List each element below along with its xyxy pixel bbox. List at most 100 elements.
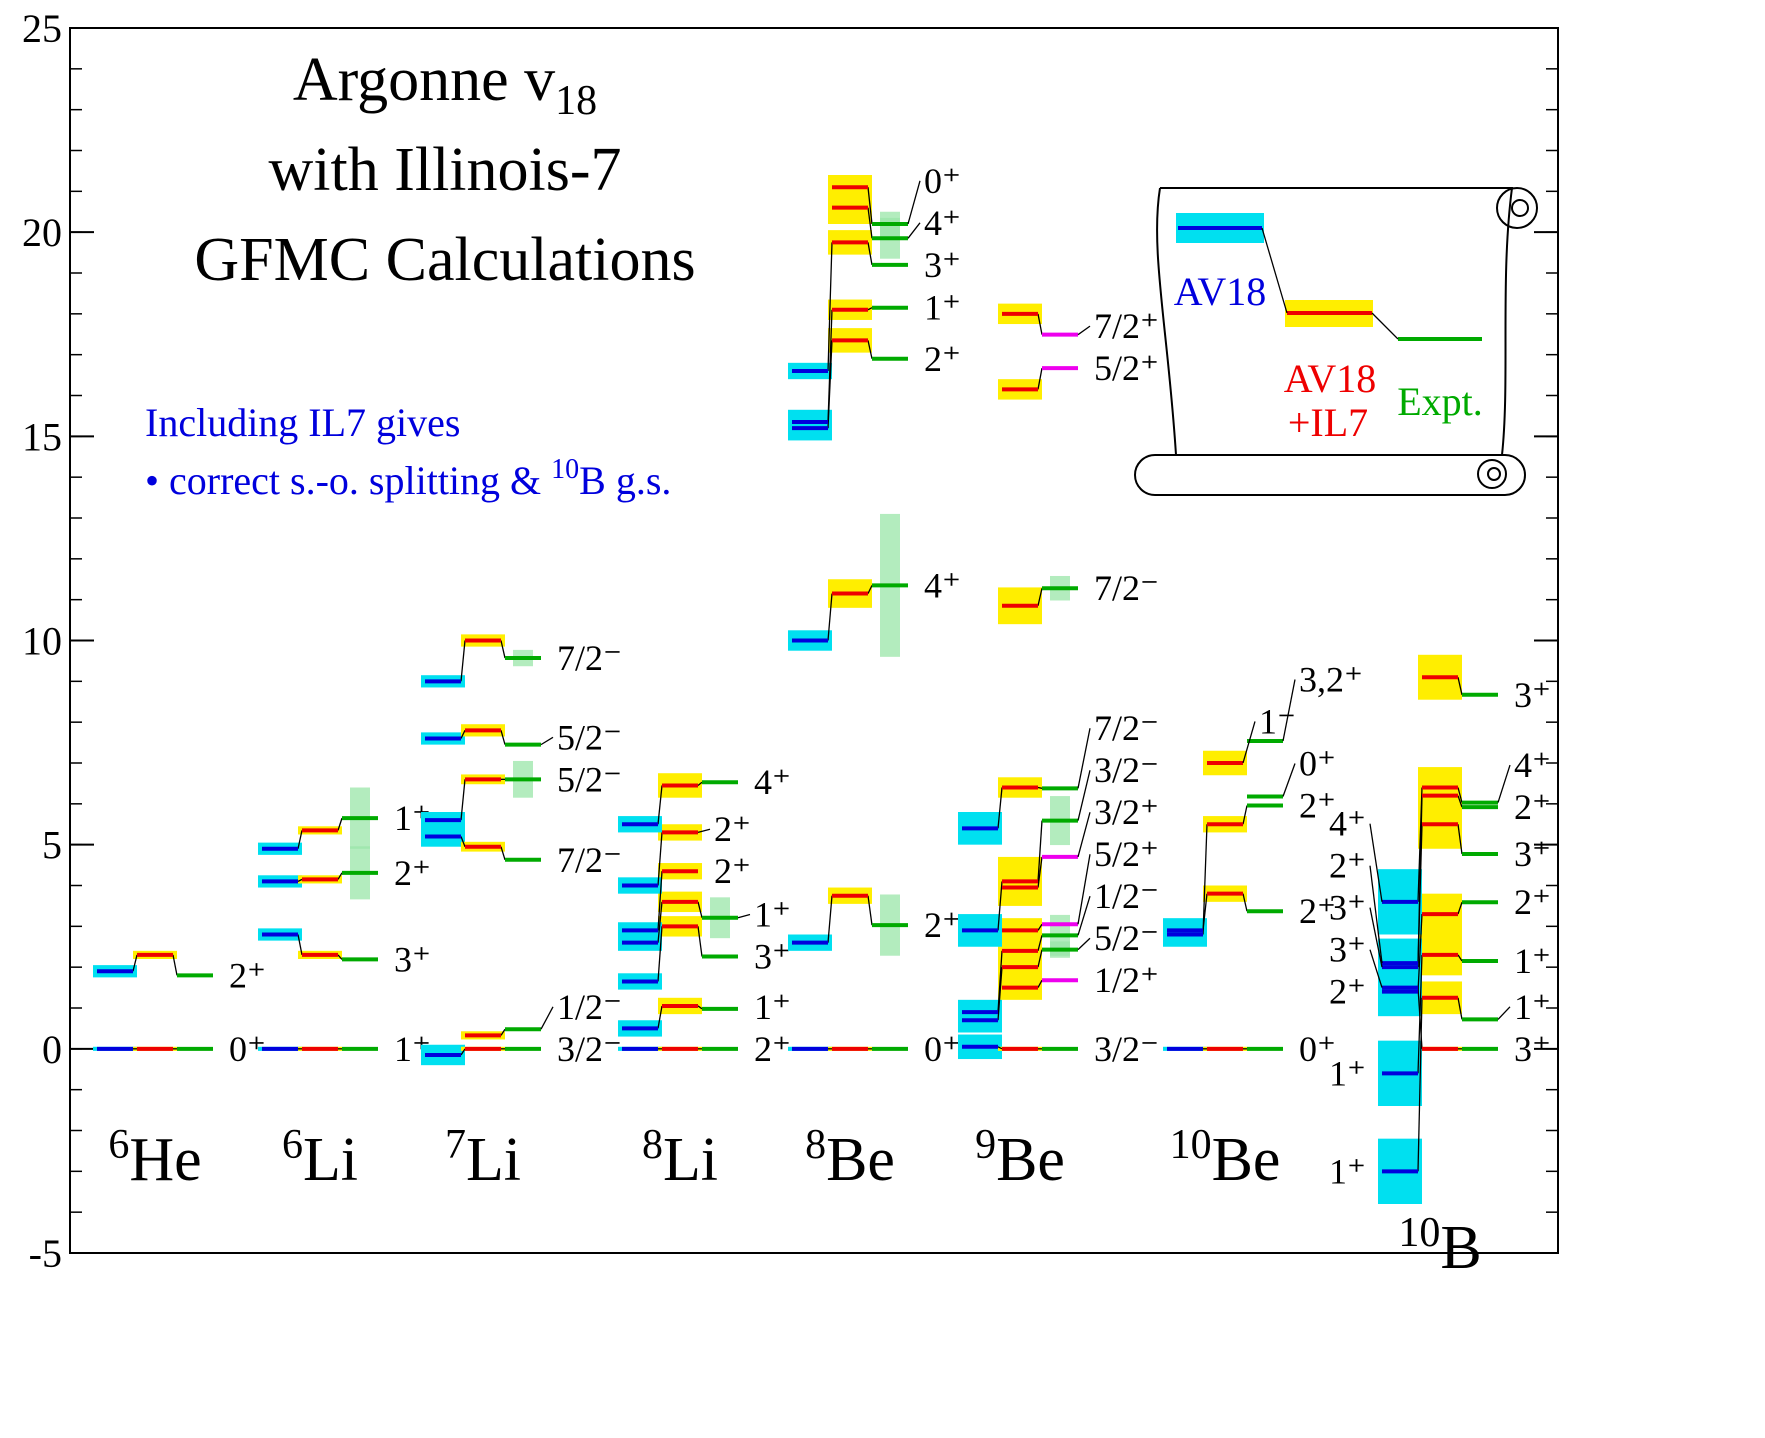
nucleus-mass: 10 xyxy=(1398,1210,1440,1256)
label-leader xyxy=(1369,907,1383,968)
label-leader xyxy=(907,180,921,225)
state-label: 3/2⁻ xyxy=(1094,750,1159,790)
nucleus-name: 10Be xyxy=(1170,1122,1281,1194)
scroll-curl xyxy=(1511,199,1529,217)
state-label: 5/2⁻ xyxy=(557,717,622,757)
state-label: 4⁺ xyxy=(924,565,961,605)
state-label: 2⁺ xyxy=(1514,882,1551,922)
y-tick-label: -5 xyxy=(29,1231,62,1276)
note: Including IL7 gives xyxy=(145,400,461,445)
label-leader xyxy=(1282,763,1296,797)
state-label: 1/2⁺ xyxy=(1094,960,1159,1000)
nucleus-mass: 8 xyxy=(805,1122,826,1168)
state-label: 1/2⁻ xyxy=(1094,876,1159,916)
state-label: 3/2⁺ xyxy=(1094,792,1159,832)
y-tick-label: 20 xyxy=(22,210,62,255)
connector xyxy=(460,1048,466,1056)
nucleus-mass: 7 xyxy=(445,1122,466,1168)
state-label: 7/2⁺ xyxy=(1094,306,1159,346)
nucleus-element: Be xyxy=(1212,1126,1281,1194)
title-subscript: 18 xyxy=(555,78,597,124)
connector xyxy=(500,846,506,860)
connector xyxy=(1457,677,1463,695)
connector xyxy=(1457,954,1463,962)
connector xyxy=(297,830,303,849)
label-leader xyxy=(1497,764,1511,803)
connector xyxy=(697,781,703,786)
note-text: Including IL7 gives xyxy=(145,400,461,445)
state-label: 3⁺ xyxy=(394,939,431,979)
connector xyxy=(657,871,663,931)
nucleus-mass: 6 xyxy=(282,1122,303,1168)
chart-subtitle: with Illinois-7 xyxy=(268,136,621,204)
nucleus-name: 8Be xyxy=(805,1122,895,1194)
state-label: 1⁺ xyxy=(1329,1053,1366,1093)
nucleus-element: Be xyxy=(996,1126,1065,1194)
y-tick-label: 0 xyxy=(42,1027,62,1072)
label-leader xyxy=(1369,823,1383,902)
connector xyxy=(1037,935,1043,951)
label-leader xyxy=(1077,770,1091,821)
connector xyxy=(1037,820,1043,882)
state-label: 5/2⁻ xyxy=(557,759,622,799)
state-label: 1⁺ xyxy=(1514,941,1551,981)
connector xyxy=(867,242,873,265)
state-label: 3⁺ xyxy=(1514,1029,1551,1069)
label-leader xyxy=(1077,937,1091,951)
connector xyxy=(697,926,703,957)
scroll-curl xyxy=(1477,459,1507,489)
connector xyxy=(697,901,703,918)
y-tick-label: 5 xyxy=(42,823,62,868)
connector xyxy=(867,207,873,239)
nucleus-element: Li xyxy=(663,1126,718,1194)
connector xyxy=(460,779,466,821)
connector xyxy=(337,872,343,880)
state-label: 0⁺ xyxy=(1299,743,1336,783)
state-label: 0⁺ xyxy=(924,161,961,201)
nucleus-element: Be xyxy=(826,1126,895,1194)
chart-title: Argonne v18 xyxy=(293,46,597,124)
connector xyxy=(1037,979,1043,988)
connector xyxy=(500,730,506,745)
state-label: 4⁺ xyxy=(1514,745,1551,785)
connector xyxy=(827,309,833,423)
connector xyxy=(132,954,138,972)
connector xyxy=(1037,949,1043,968)
state-label: 2⁺ xyxy=(1299,891,1336,931)
label-leader xyxy=(737,913,751,919)
state-label: 1⁺ xyxy=(754,987,791,1027)
scroll-roll xyxy=(1134,454,1526,496)
label-leader xyxy=(1077,812,1091,858)
connector xyxy=(1037,923,1043,931)
state-label: 2⁺ xyxy=(754,1029,791,1069)
scroll-curl xyxy=(1487,467,1501,481)
connector xyxy=(867,187,873,225)
state-label: 7/2⁻ xyxy=(1094,708,1159,748)
connector xyxy=(460,836,466,847)
connector xyxy=(1242,893,1248,912)
label-leader xyxy=(1282,679,1296,742)
legend-connector xyxy=(1261,227,1288,314)
connector xyxy=(1417,787,1423,902)
scroll-curl xyxy=(1496,187,1538,229)
legend-label: Expt. xyxy=(1397,379,1483,424)
state-label: 2⁺ xyxy=(714,809,751,849)
label-leader xyxy=(540,1006,554,1030)
nucleus-element: Li xyxy=(466,1126,521,1194)
connector xyxy=(1417,997,1423,1172)
connector xyxy=(337,817,343,831)
connector xyxy=(827,593,833,641)
legend-label: AV18 xyxy=(1174,269,1267,314)
state-label: 1⁺ xyxy=(924,288,961,328)
y-tick-label: 10 xyxy=(22,619,62,664)
legend-label: +IL7 xyxy=(1288,400,1368,445)
connector xyxy=(1457,902,1463,915)
connector xyxy=(500,640,506,659)
state-label: 1/2⁻ xyxy=(557,987,622,1027)
state-label: 2⁺ xyxy=(229,955,266,995)
connector xyxy=(997,1046,1003,1050)
y-tick-label: 15 xyxy=(22,414,62,459)
nucleus-element: He xyxy=(129,1126,201,1194)
state-label: 3⁺ xyxy=(1514,675,1551,715)
